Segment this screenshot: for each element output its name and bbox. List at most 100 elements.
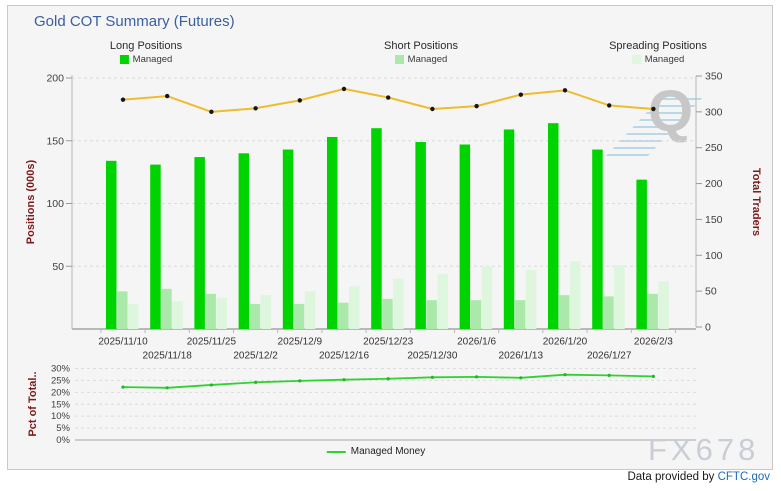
short-bar [559, 295, 570, 329]
spreading-bar [570, 261, 581, 329]
managed-money-point [563, 373, 566, 376]
short-bar [471, 300, 482, 329]
x-axis-label: 2025/12/16 [319, 351, 369, 362]
managed-money-point [254, 381, 257, 384]
long-bar [415, 142, 426, 329]
total-traders-point [430, 107, 434, 111]
pct-tick-label: 25% [51, 375, 71, 386]
spreading-bar [172, 301, 183, 329]
total-traders-point [474, 104, 478, 108]
long-bar [371, 128, 382, 329]
cftc-link[interactable]: CFTC.gov [718, 471, 770, 483]
total-traders-point [563, 88, 567, 92]
x-axis-label: 2025/11/10 [98, 337, 148, 348]
spreading-bar [216, 298, 227, 329]
short-bar [515, 300, 526, 329]
short-bar [338, 303, 349, 329]
total-traders-point [342, 87, 346, 91]
spreading-bar [437, 274, 448, 329]
x-axis-label: 2026/1/13 [499, 351, 544, 362]
long-bar [636, 180, 647, 329]
long-bar [592, 150, 603, 329]
left-tick-label: 150 [46, 135, 64, 147]
spreading-bar [305, 291, 316, 329]
pct-tick-label: 0% [56, 435, 70, 446]
total-traders-point [651, 107, 655, 111]
footer-text: Data provided by [627, 471, 717, 483]
long-bar [150, 165, 161, 329]
footer-credit: Data provided by CFTC.gov [627, 471, 770, 483]
spreading-bar [128, 304, 139, 329]
x-axis-label: 2025/12/23 [363, 337, 413, 348]
charts-svg: 50 100 150 200 0 50 100 150 200 250 300 350 2025/11/… [8, 6, 773, 470]
managed-money-legend: Managed Money [327, 446, 426, 457]
long-bar [239, 153, 250, 329]
right-tick-label: 100 [705, 250, 723, 262]
long-bar [327, 137, 338, 329]
managed-money-point [121, 385, 124, 388]
right-tick-label: 350 [705, 71, 723, 83]
managed-money-point [166, 386, 169, 389]
left-axis-title: Positions (000s) [25, 132, 37, 272]
right-tick-label: 0 [705, 322, 711, 334]
spreading-bar [349, 286, 360, 329]
left-tick-label: 200 [46, 73, 64, 85]
right-tick-label: 300 [705, 106, 723, 118]
x-axis-label: 2025/12/30 [407, 351, 457, 362]
spreading-bar [261, 295, 272, 329]
total-traders-point [121, 97, 125, 101]
long-bar [460, 145, 471, 329]
x-axis-label: 2026/1/27 [587, 351, 632, 362]
pct-tick-label: 5% [56, 423, 70, 434]
fx678-watermark: FX678 [648, 432, 759, 468]
x-axis-label: 2025/12/9 [278, 337, 323, 348]
long-bar [106, 161, 117, 329]
long-bar [548, 123, 559, 329]
short-bar [117, 291, 128, 329]
total-traders-point [386, 95, 390, 99]
right-tick-label: 50 [705, 286, 717, 298]
spreading-bar [614, 265, 625, 329]
managed-money-label: Managed Money [351, 446, 426, 457]
pct-tick-label: 15% [51, 399, 71, 410]
short-bar [382, 299, 393, 329]
managed-money-point [608, 374, 611, 377]
total-traders-point [607, 103, 611, 107]
managed-money-point [342, 378, 345, 381]
spreading-bar [658, 281, 669, 329]
pct-tick-label: 10% [51, 411, 71, 422]
managed-money-point [210, 383, 213, 386]
long-bar [504, 129, 515, 329]
pct-tick-label: 20% [51, 387, 71, 398]
pct-axis-title: Pct of Total.. [27, 349, 39, 459]
short-bar [161, 289, 172, 329]
x-axis-label: 2026/1/6 [457, 337, 496, 348]
right-tick-label: 150 [705, 214, 723, 226]
managed-money-point [431, 376, 434, 379]
spreading-bar [526, 270, 537, 329]
managed-money-line-icon [327, 451, 346, 453]
right-tick-label: 200 [705, 178, 723, 190]
managed-money-point [519, 376, 522, 379]
left-tick-label: 100 [46, 198, 64, 210]
short-bar [426, 300, 437, 329]
managed-money-point [387, 377, 390, 380]
long-bar [283, 150, 294, 329]
x-axis-label: 2026/2/3 [634, 337, 673, 348]
spreading-bar [482, 266, 493, 329]
spreading-bar [393, 279, 404, 329]
short-bar [647, 294, 658, 329]
total-traders-point [298, 98, 302, 102]
left-tick-label: 50 [52, 261, 64, 273]
chart-panel: Gold COT Summary (Futures) Long Position… [7, 5, 773, 470]
managed-money-point [475, 375, 478, 378]
total-traders-line [123, 89, 653, 112]
short-bar [205, 294, 216, 329]
short-bar [250, 304, 261, 329]
managed-money-line [123, 375, 653, 388]
x-axis-label: 2026/1/20 [543, 337, 588, 348]
right-tick-label: 250 [705, 142, 723, 154]
x-axis-label: 2025/12/2 [233, 351, 278, 362]
managed-money-point [652, 375, 655, 378]
right-axis-title: Total Traders [750, 142, 762, 262]
